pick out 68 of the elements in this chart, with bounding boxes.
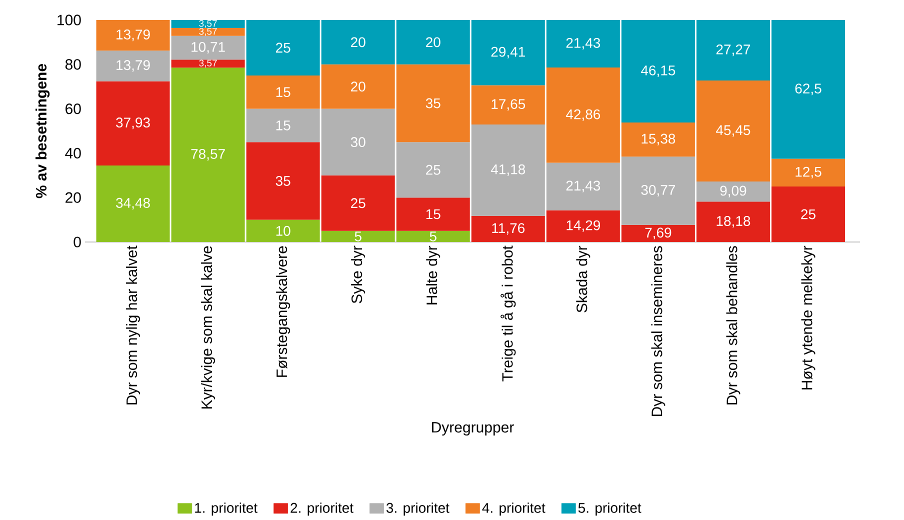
data-label: 10,71 [192,42,225,54]
data-label: 14,29 [566,220,600,232]
data-label: 15 [276,87,290,98]
bar [96,81,170,166]
data-label: 21,43 [566,38,600,50]
data-label: 45,45 [716,125,750,137]
data-label: 25 [351,198,366,208]
data-label: 11,76 [492,223,525,235]
data-label: 5 [430,232,436,242]
data-label: 15 [426,209,440,220]
data-label: 30 [350,137,366,148]
data-label: 3,57 [199,28,217,36]
data-label: 35 [276,176,290,186]
legend-label: 2. prioritet [290,502,354,516]
y-tick-label: 60 [66,103,81,114]
data-label: 17,65 [492,99,526,111]
data-label: 9,09 [720,186,746,198]
data-label: 13,79 [116,30,150,42]
legend-label: 1. prioritet [195,502,258,516]
data-label: 42,86 [566,109,600,121]
data-label: 18,18 [716,216,750,228]
x-tick-label: Treige til å gå i robot [500,246,516,382]
x-tick-label: Kyr/kvige som skal kalve [201,246,216,409]
data-label: 25 [276,42,290,53]
data-label: 12,5 [796,166,822,178]
data-label: 3,57 [199,60,217,68]
data-label: 10 [276,226,290,236]
data-label: 27,27 [716,44,750,56]
x-tick-label: Dyr som nylig har kalvet [126,246,140,404]
data-label: 20 [351,37,366,48]
y-tick-label: 100 [58,14,81,26]
data-label: 30,77 [641,184,676,197]
data-label: 78,57 [191,148,225,161]
data-label: 20 [351,82,366,92]
y-tick-label: 0 [74,236,81,248]
x-tick-label: Dyr som skal behandles [726,246,740,404]
data-label: 13,79 [116,60,150,72]
y-tick-label: 40 [65,148,81,159]
data-label: 21,43 [566,180,600,192]
data-label: 25 [801,209,816,220]
data-label: 15,38 [642,134,676,146]
data-label: 5 [354,232,362,242]
y-tick-label: 20 [66,192,81,203]
x-axis-title: Dyregrupper [432,422,514,436]
data-label: 3,57 [199,20,217,28]
data-label: 7,69 [645,228,672,240]
data-label: 62,5 [795,84,822,96]
x-tick-label: Høyt ytende melkekyr [801,246,816,390]
bar [171,60,245,68]
legend-label: 3. prioritet [386,502,450,516]
x-tick-label: Skada dyr [576,246,590,312]
x-tick-label: Syke dyr [351,246,366,304]
y-axis-title: % av besetningene [36,64,50,198]
data-label: 46,15 [640,65,676,78]
x-tick-label: Halte dyr [426,246,440,304]
data-label: 37,93 [116,118,150,130]
x-tick-label: Dyr som skal insemineres [651,246,666,416]
data-label: 15 [276,120,290,130]
data-label: 35 [426,98,440,108]
data-label: 29,41 [491,46,525,58]
data-label: 41,18 [490,164,526,176]
data-label: 20 [426,37,440,48]
data-label: 25 [426,164,440,175]
legend-label: 4. prioritet [482,502,546,516]
y-tick-label: 80 [65,59,81,70]
x-tick-label: Førstegangskalvere [276,246,290,377]
data-label: 34,48 [116,198,150,210]
legend-label: 5. prioritet [578,502,642,516]
